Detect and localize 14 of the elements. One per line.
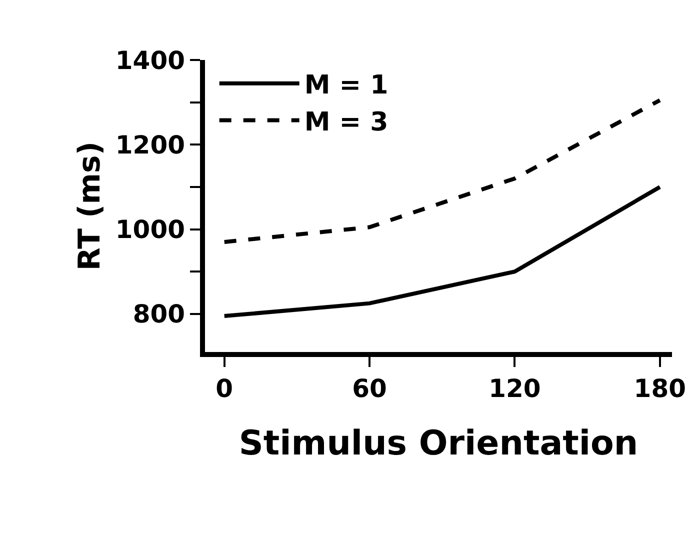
y-axis-title: RT (ms): [72, 141, 108, 271]
line-series: [222, 184, 662, 318]
y-tick-label: 1400: [115, 46, 185, 75]
legend-label: M = 1: [304, 70, 388, 101]
x-tick-label: 60: [352, 374, 387, 403]
x-axis-title: Stimulus Orientation: [238, 423, 638, 464]
y-tick-label: 1000: [115, 215, 185, 244]
x-tick-label: 180: [634, 374, 686, 403]
line-series: [222, 98, 662, 244]
x-tick-label: 120: [488, 374, 541, 403]
y-tick-label: 800: [132, 300, 185, 329]
legend-label: M = 3: [304, 107, 388, 138]
x-tick-label: 0: [216, 374, 234, 403]
y-tick-label: 1200: [115, 130, 185, 160]
